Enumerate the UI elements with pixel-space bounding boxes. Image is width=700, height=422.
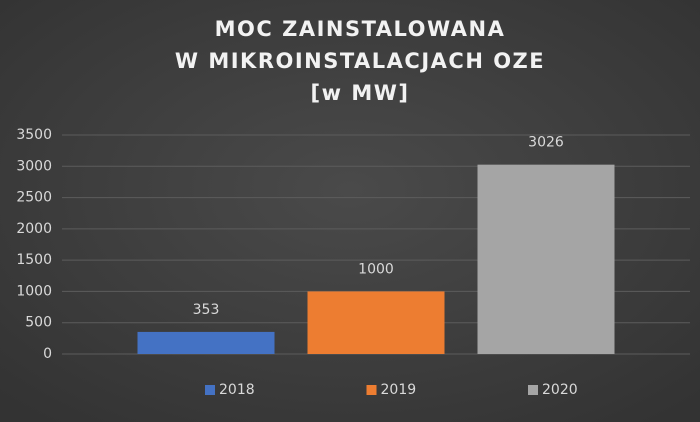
legend-swatch — [528, 385, 538, 395]
legend-swatch — [366, 385, 377, 395]
y-tick-label: 2500 — [16, 190, 52, 206]
y-tick-label: 1000 — [16, 283, 52, 299]
y-tick-label: 3500 — [16, 127, 52, 143]
bar — [477, 164, 615, 354]
y-tick-label: 3000 — [16, 158, 52, 174]
y-tick-label: 0 — [43, 346, 52, 362]
y-tick-label: 1500 — [16, 252, 52, 268]
chart-title: [w MW] — [311, 81, 410, 105]
legend-label: 2020 — [542, 382, 578, 398]
chart-title: W MIKROINSTALACJACH OZE — [175, 49, 545, 73]
legend-label: 2018 — [219, 382, 255, 398]
legend-label: 2019 — [381, 382, 417, 398]
y-tick-label: 500 — [25, 315, 52, 331]
data-label: 3026 — [528, 135, 564, 151]
chart-title: MOC ZAINSTALOWANA — [215, 17, 506, 41]
data-label: 1000 — [358, 261, 394, 277]
y-tick-label: 2000 — [16, 221, 52, 237]
bar — [137, 331, 275, 354]
data-label: 353 — [193, 302, 220, 318]
legend-swatch — [205, 385, 215, 395]
bar — [307, 291, 445, 354]
